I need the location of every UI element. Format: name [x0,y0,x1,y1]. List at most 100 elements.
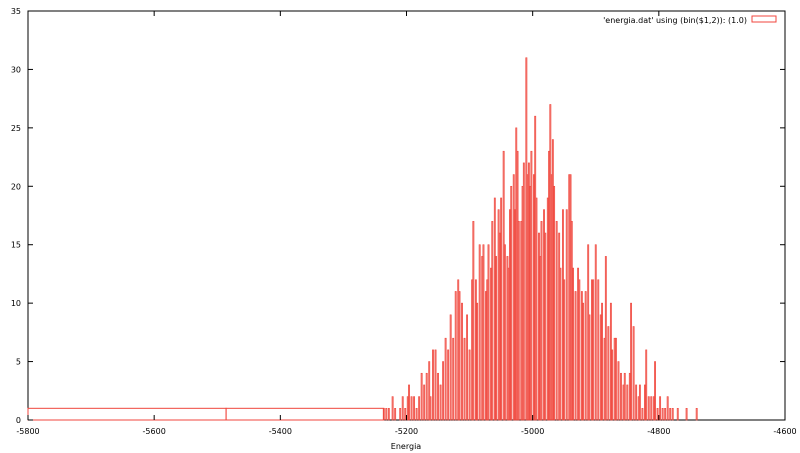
histogram-bar [607,326,610,421]
histogram-bar [432,349,434,421]
histogram-bar [666,396,669,421]
histogram-bar [415,408,418,421]
histogram-bar [582,302,585,421]
histogram-bar [592,279,595,421]
histogram-bar [463,337,466,421]
histogram-bar [401,396,404,421]
histogram-bar [487,244,490,421]
histogram-bar [615,337,617,421]
histogram-bar [517,221,520,421]
histogram-bar [449,314,452,421]
histogram-bar [399,408,402,421]
histogram-bar [553,185,556,421]
y-axis-ticks: 0 5 10 15 20 25 30 35 [11,7,785,425]
histogram-bar [601,302,603,421]
y-tick-label: 5 [16,358,21,367]
histogram-bar [413,396,416,421]
x-axis-ticks: -5800 -5600 -5400 -5200 -5000 -4800 -4600 [16,11,797,436]
histogram-bar [572,267,574,421]
x-tick-label: -5800 [16,427,39,436]
histogram-bar [425,372,428,421]
histogram-bar [647,396,650,421]
histogram-bar [510,185,513,421]
histogram-bar [454,291,457,421]
histogram-bar [503,244,506,421]
histogram-bar [676,408,679,421]
histogram-outlier-bar [225,407,385,421]
histogram-bar [478,244,481,421]
histogram-bar [535,197,538,421]
histogram-bar [563,279,566,421]
histogram-bar [650,396,653,421]
histogram-bar [671,408,674,421]
histogram-bar [611,349,614,421]
histogram-bar [635,384,638,421]
histogram-bar [452,337,455,421]
histogram-bar [584,291,587,421]
histogram-bar [530,150,533,421]
histogram-bar [522,162,525,421]
histogram-bar [594,244,597,421]
histogram-bar [630,302,633,421]
histogram-bar [544,232,547,421]
histogram-bar [423,384,426,421]
histogram-bar [466,314,468,421]
x-tick-label: -5000 [521,427,544,436]
y-tick-label: 10 [11,299,21,308]
y-tick-label: 25 [11,124,21,133]
histogram-bar [623,372,626,421]
histogram-bar [404,408,407,421]
histogram-bar [685,408,688,421]
histogram-bar [408,384,410,421]
histogram-bar [638,384,641,421]
legend-label: 'energia.dat' using (bin($1,2)): (1.0) [603,16,747,25]
histogram-bar [428,361,431,421]
histogram-bar [382,408,385,421]
x-tick-label: -5400 [269,427,292,436]
y-tick-label: 15 [11,241,21,250]
x-axis-label: Energia [391,442,421,451]
x-tick-label: -5600 [143,427,166,436]
histogram-bar [458,291,461,421]
histogram-bar [468,349,471,421]
histogram-bar [540,221,543,421]
histogram-bar [439,384,442,421]
histogram-bar [461,302,463,421]
histogram-bar [429,396,432,421]
histogram-bar [391,396,394,421]
x-tick-label: -4600 [773,427,796,436]
histogram-bar [387,408,390,421]
histogram-bar [664,408,667,421]
legend-swatch [751,15,777,23]
histogram-bar [617,361,620,421]
histogram-bar [659,396,662,421]
histogram-bar [482,244,485,421]
histogram-bar [565,209,568,421]
plot-area-frame [27,10,786,421]
histogram-bar [500,197,503,421]
histogram-bar [434,349,437,421]
histogram-bars [27,57,698,421]
histogram-bar [654,361,656,421]
x-tick-label: -4800 [647,427,670,436]
histogram-bar [574,291,577,421]
histogram-bar [418,396,421,421]
histogram-bar [442,361,445,421]
histogram-bar [491,221,494,421]
histogram-bar [447,349,450,421]
histogram-bar [632,326,635,421]
histogram-bar [604,256,607,421]
histogram-bar [437,372,439,421]
y-tick-label: 0 [16,416,21,425]
histogram-bar [444,337,447,421]
histogram-bar [695,408,698,421]
histogram-bar [385,408,388,421]
histogram-bar [420,372,423,421]
histogram-bar [597,279,600,421]
histogram-bar [641,408,644,421]
x-tick-label: -5200 [395,427,418,436]
histogram-bar [472,221,475,421]
histogram-bar [661,408,664,421]
y-tick-label: 30 [11,65,21,74]
